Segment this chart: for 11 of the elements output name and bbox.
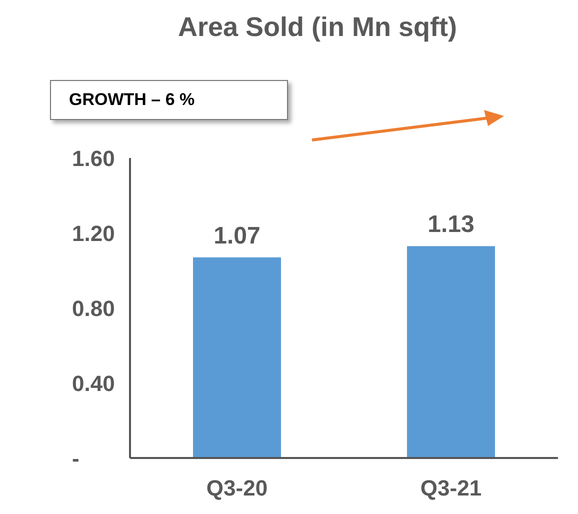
y-tick-label: 1.20 [72, 220, 115, 246]
chart-title: Area Sold (in Mn sqft) [178, 12, 457, 43]
data-label: 1.13 [428, 211, 474, 238]
text: GROWTH – 6 % [50, 80, 288, 120]
y-tick-label: 1.60 [72, 146, 115, 171]
x-tick-label: Q3-20 [206, 476, 268, 501]
y-tick-label: - [72, 446, 80, 471]
data-label: 1.07 [214, 222, 260, 250]
y-tick-label: 0.80 [72, 296, 115, 321]
x-tick-label: Q3-21 [420, 476, 482, 501]
y-tick-label: 0.40 [72, 370, 115, 396]
